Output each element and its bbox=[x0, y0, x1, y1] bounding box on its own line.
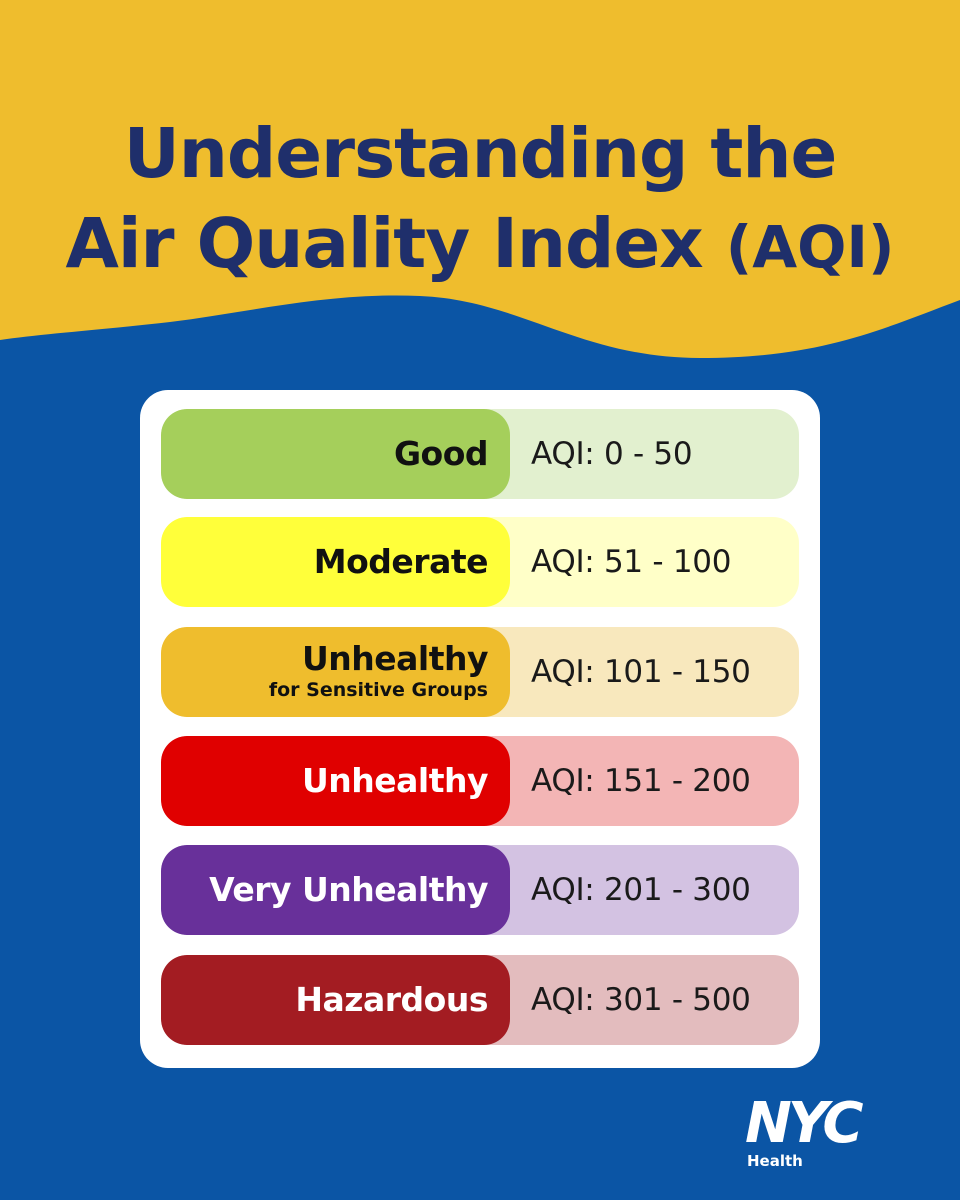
aqi-label-hazardous: Hazardous bbox=[161, 955, 510, 1045]
aqi-category-name: Unhealthy bbox=[301, 760, 489, 800]
aqi-category-name: Unhealthy bbox=[301, 639, 489, 679]
aqi-range-very-unhealthy: AQI: 201 - 300 bbox=[531, 872, 751, 908]
aqi-category-name: Very Unhealthy bbox=[209, 869, 488, 909]
aqi-range-unhealthy-sensitive: AQI: 101 - 150 bbox=[531, 654, 751, 690]
aqi-category-subtitle: for Sensitive Groups bbox=[268, 678, 488, 701]
aqi-label-unhealthy-sensitive: Unhealthy for Sensitive Groups bbox=[161, 627, 510, 717]
aqi-row-hazardous: Hazardous AQI: 301 - 500 bbox=[161, 955, 799, 1045]
aqi-range-moderate: AQI: 51 - 100 bbox=[531, 544, 732, 580]
aqi-row-moderate: Moderate AQI: 51 - 100 bbox=[161, 517, 799, 607]
page-title: Understanding the Air Quality Index (AQI… bbox=[0, 110, 960, 289]
health-wordmark: Health bbox=[747, 1152, 803, 1170]
title-line-1: Understanding the bbox=[123, 114, 838, 194]
aqi-row-very-unhealthy: Very Unhealthy AQI: 201 - 300 bbox=[161, 845, 799, 935]
aqi-range-hazardous: AQI: 301 - 500 bbox=[531, 982, 751, 1018]
aqi-row-unhealthy: Unhealthy AQI: 151 - 200 bbox=[161, 736, 799, 826]
aqi-category-name: Good bbox=[393, 433, 489, 473]
header-wave-shape bbox=[0, 0, 960, 358]
aqi-label-unhealthy: Unhealthy bbox=[161, 736, 510, 826]
aqi-row-good: Good AQI: 0 - 50 bbox=[161, 409, 799, 499]
aqi-label-moderate: Moderate bbox=[161, 517, 510, 607]
aqi-label-very-unhealthy: Very Unhealthy bbox=[161, 845, 510, 935]
aqi-scale-card: Good AQI: 0 - 50 Moderate AQI: 51 - 100 … bbox=[140, 390, 820, 1068]
aqi-label-good: Good bbox=[161, 409, 510, 499]
aqi-row-unhealthy-sensitive: Unhealthy for Sensitive Groups AQI: 101 … bbox=[161, 627, 799, 717]
nyc-wordmark: NYC bbox=[745, 1091, 864, 1156]
title-abbreviation: (AQI) bbox=[725, 212, 895, 281]
aqi-category-name: Moderate bbox=[313, 541, 489, 581]
yellow-header-wave bbox=[0, 0, 960, 358]
aqi-range-good: AQI: 0 - 50 bbox=[531, 436, 693, 472]
title-line-2-main: Air Quality Index bbox=[65, 203, 726, 284]
nyc-health-logo: NYC Health bbox=[745, 1096, 895, 1176]
aqi-category-name: Hazardous bbox=[295, 979, 488, 1019]
title-line-2: Air Quality Index (AQI) bbox=[0, 200, 960, 290]
aqi-range-unhealthy: AQI: 151 - 200 bbox=[531, 763, 751, 799]
